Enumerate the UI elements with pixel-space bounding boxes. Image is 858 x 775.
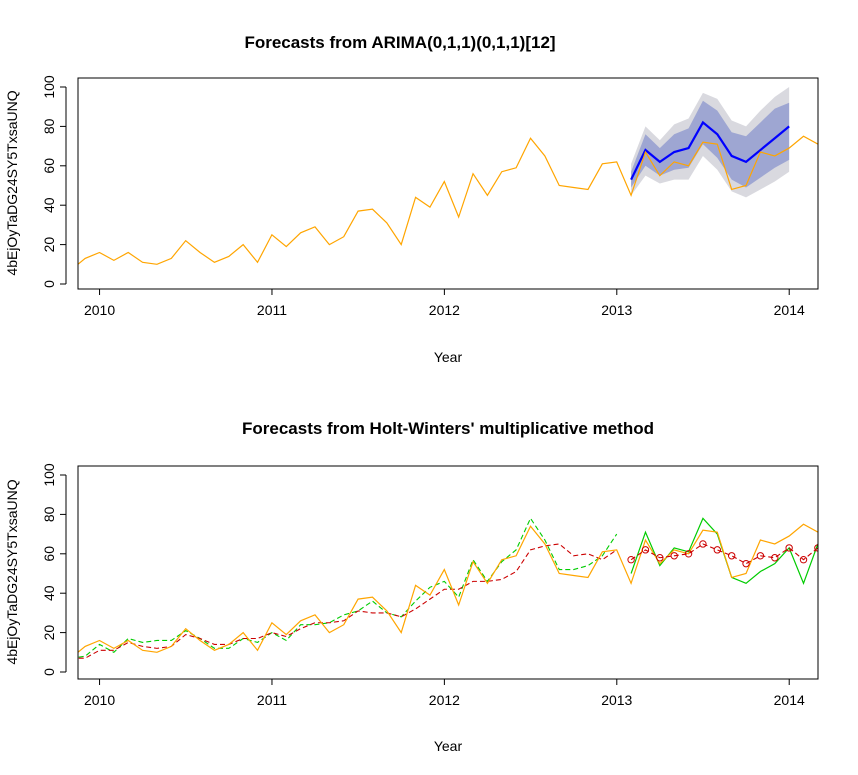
holt-winters-forecast-point (799, 556, 808, 564)
holt-winters-forecast-point (756, 552, 765, 560)
holt-winters-actual-series-line (78, 523, 818, 654)
y-axis-tick-label: 60 (41, 546, 57, 562)
y-axis-tick-label: 40 (41, 197, 57, 213)
y-axis-tick-label: 100 (41, 463, 57, 487)
holt-winters-forecast-point (713, 546, 722, 554)
holt-winters-red-dashed-line (78, 543, 618, 659)
holt-winters-y-axis-label: 4bEjOyTaDG24SY5TxsaUNQ (4, 479, 20, 664)
holt-winters-green-dashed-line (78, 517, 618, 658)
x-axis-tick-label: 2014 (774, 302, 805, 318)
holt-winters-plot-frame (77, 465, 819, 680)
holt-winters-panel: Forecasts from Holt-Winters' multiplicat… (4, 419, 819, 754)
holt-winters-y-axis: 0 20 40 60 80 100 (41, 463, 67, 676)
holt-winters-forecast-point (656, 554, 664, 562)
arima-y-axis: 0 20 40 60 80 100 (41, 75, 67, 288)
y-axis-tick-label: 100 (41, 75, 57, 99)
y-axis-tick-label: 40 (41, 585, 57, 601)
x-axis-tick-label: 2012 (429, 302, 460, 318)
x-axis-tick-label: 2014 (774, 692, 805, 708)
y-axis-tick-label: 80 (41, 506, 57, 522)
arima-forecast-line (630, 120, 790, 181)
holt-winters-x-axis-label: Year (434, 738, 463, 754)
y-axis-tick-label: 20 (41, 625, 57, 641)
x-axis-tick-label: 2013 (601, 302, 632, 318)
x-axis-tick-label: 2011 (257, 302, 287, 318)
arima-y-axis-label: 4bEjOyTaDG24SY5TxsaUNQ (4, 90, 20, 275)
y-axis-tick-label: 60 (41, 158, 57, 174)
x-axis-tick-label: 2013 (601, 692, 632, 708)
y-axis-tick-label: 20 (41, 237, 57, 253)
arima-x-axis-label: Year (434, 349, 463, 365)
arima-panel: Forecasts from ARIMA(0,1,1)(0,1,1)[12] 2… (4, 33, 819, 365)
y-axis-tick-label: 80 (41, 118, 57, 134)
arima-actual-series-line (78, 135, 818, 266)
y-axis-tick-label: 0 (41, 668, 57, 676)
arima-series-layer (78, 87, 818, 266)
arima-plot-frame (77, 77, 819, 290)
holt-winters-forecast-point (727, 552, 736, 560)
holt-winters-forecast-point (670, 552, 678, 560)
x-axis-tick-label: 2012 (429, 692, 460, 708)
holt-winters-x-axis: 2010 2011 2012 2013 2014 (84, 679, 805, 708)
x-axis-tick-label: 2010 (84, 692, 115, 708)
x-axis-tick-label: 2010 (84, 302, 115, 318)
holt-winters-chart-title: Forecasts from Holt-Winters' multiplicat… (242, 419, 654, 438)
holt-winters-forecast-point (699, 540, 707, 548)
holt-winters-forecast-point (742, 559, 750, 568)
holt-winters-red-forecast-line (630, 543, 818, 565)
y-axis-tick-label: 0 (41, 280, 57, 288)
x-axis-tick-label: 2011 (257, 692, 287, 708)
holt-winters-series-layer (78, 517, 818, 659)
holt-winters-forecast-point (627, 556, 635, 564)
holt-winters-forecast-point (771, 554, 779, 562)
arima-chart-title: Forecasts from ARIMA(0,1,1)(0,1,1)[12] (244, 33, 555, 52)
arima-x-axis: 2010 2011 2012 2013 2014 (84, 289, 805, 318)
holt-winters-forecast-point (641, 546, 650, 554)
holt-winters-forecast-point (684, 550, 693, 558)
holt-winters-forecast-point (785, 544, 793, 552)
